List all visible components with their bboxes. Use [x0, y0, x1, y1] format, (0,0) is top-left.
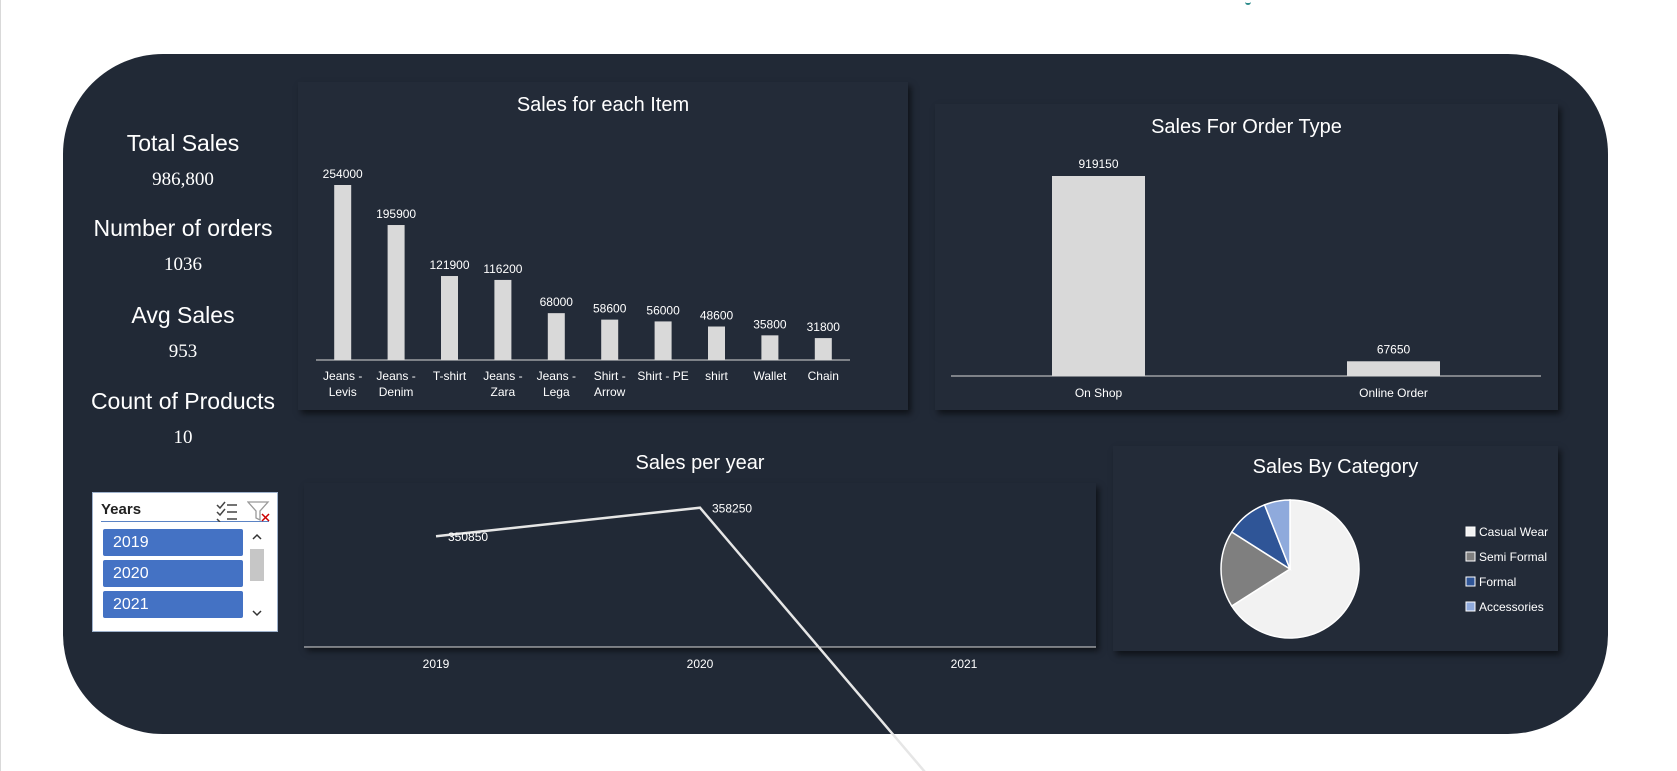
data-label: 56000: [646, 303, 680, 317]
x-tick-label: Shirt - PE: [637, 369, 688, 383]
kpi-label: Total Sales: [126, 130, 240, 156]
bar: [1052, 176, 1145, 376]
x-tick-label: Online Order: [1359, 386, 1428, 400]
slicer-item-2021[interactable]: 2021: [103, 591, 243, 618]
data-label: 31800: [807, 320, 841, 334]
series-line: [435, 506, 926, 771]
x-tick-label: Chain: [808, 369, 839, 383]
multi-select-icon[interactable]: [215, 500, 239, 522]
data-label: 358250: [712, 502, 752, 516]
sales-by-category-chart: Sales By Category Casual Wear Semi Formal…: [1113, 446, 1558, 651]
x-tick-label: Jeans -: [323, 369, 362, 383]
data-label: 121900: [429, 258, 469, 272]
legend-label: Accessories: [1479, 600, 1544, 614]
kpi-label: Number of orders: [93, 215, 273, 241]
x-tick-label: Denim: [379, 385, 414, 399]
x-tick-label: shirt: [705, 369, 728, 383]
x-tick-label: Zara: [491, 385, 516, 399]
data-label: 116200: [483, 262, 522, 276]
data-label: 68000: [540, 295, 574, 309]
x-tick-label: 2020: [687, 657, 714, 671]
legend-label: Casual Wear: [1479, 525, 1548, 539]
kpi-number-of-orders: Number of orders 1036: [78, 215, 288, 276]
x-tick-label: Wallet: [753, 369, 787, 383]
sales-by-item-chart: Sales for each Item 254000 Jeans - Levis 19…: [298, 82, 908, 410]
x-tick-label: Lega: [543, 385, 570, 399]
data-label: 919150: [1078, 157, 1118, 171]
years-slicer[interactable]: Years 2019 2020 2021: [92, 492, 278, 632]
legend-label: Semi Formal: [1479, 550, 1547, 564]
page-edge: [0, 0, 1, 771]
x-tick-label: 2019: [423, 657, 450, 671]
bar: [334, 185, 352, 360]
cell-marker: [1245, 0, 1251, 5]
bar: [601, 319, 619, 360]
bar: [494, 279, 512, 360]
sales-by-order-type-svg: 919150 On Shop 67650 Online Order: [951, 157, 1541, 400]
kpi-count-of-products: Count of Products 10: [78, 388, 288, 449]
bar: [708, 326, 725, 360]
sales-by-category-svg: Casual Wear Semi Formal Formal Accessories: [1220, 499, 1548, 639]
sales-per-year-svg: 350850201935825020202777002021: [304, 502, 1096, 771]
bar: [441, 276, 458, 360]
kpi-total-sales: Total Sales 986,800: [78, 130, 288, 191]
pie-slice: [1230, 499, 1360, 639]
x-tick-label: Arrow: [594, 385, 626, 399]
chart-title: Sales for each Item: [516, 94, 690, 116]
scroll-down-icon[interactable]: [248, 605, 266, 621]
slicer-title: Years: [101, 501, 142, 518]
data-label: 195900: [376, 207, 416, 221]
data-label: 254000: [323, 167, 363, 181]
scroll-thumb[interactable]: [250, 549, 264, 581]
sales-by-order-type-chart: Sales For Order Type 919150 On Shop 67650 O…: [935, 104, 1558, 410]
bar: [814, 338, 832, 360]
bar: [654, 321, 672, 360]
legend-swatch: [1465, 526, 1476, 537]
legend-label: Formal: [1479, 575, 1516, 589]
x-tick-label: On Shop: [1075, 386, 1123, 400]
chart-title: Sales For Order Type: [1151, 116, 1342, 138]
x-tick-label: 2021: [951, 657, 978, 671]
x-tick-label: Jeans -: [483, 369, 522, 383]
kpi-avg-sales: Avg Sales 953: [78, 302, 288, 363]
bar: [547, 313, 565, 360]
data-label: 58600: [593, 302, 627, 316]
pie-slice: [1263, 499, 1291, 570]
bar: [1347, 361, 1440, 376]
kpi-value: 1036: [164, 254, 202, 275]
kpi-value: 986,800: [152, 169, 214, 190]
kpi-value: 10: [173, 427, 193, 448]
clear-filter-icon[interactable]: [247, 500, 271, 522]
chart-title: Sales By Category: [1252, 456, 1419, 478]
data-label: 350850: [448, 530, 488, 544]
sales-by-item-svg: 254000 Jeans - Levis 195900 Jeans - Denim 1219…: [316, 167, 850, 399]
bar: [761, 335, 779, 360]
x-tick-label: Jeans -: [537, 369, 576, 383]
kpi-value: 953: [168, 341, 198, 362]
slicer-scrollbar[interactable]: [248, 529, 266, 621]
kpi-label: Avg Sales: [131, 302, 235, 328]
data-label: 67650: [1377, 342, 1411, 356]
x-tick-label: Jeans -: [376, 369, 415, 383]
x-tick-label: Shirt -: [594, 369, 626, 383]
pie-slice: [1220, 530, 1292, 608]
legend-swatch: [1465, 576, 1476, 587]
scroll-up-icon[interactable]: [248, 529, 266, 545]
legend-swatch: [1465, 551, 1476, 562]
legend-swatch: [1465, 601, 1476, 612]
slicer-header: Years: [101, 499, 271, 522]
x-tick-label: T-shirt: [433, 369, 467, 383]
slicer-item-2020[interactable]: 2020: [103, 560, 243, 587]
kpi-label: Count of Products: [90, 388, 276, 414]
chart-title: Sales per year: [635, 452, 765, 474]
data-label: 35800: [753, 317, 787, 331]
sales-per-year-chart: 350850201935825020202777002021: [304, 483, 1096, 771]
data-label: 48600: [700, 309, 734, 323]
x-tick-label: Levis: [329, 385, 357, 399]
bar: [387, 225, 405, 360]
slicer-item-2019[interactable]: 2019: [103, 529, 243, 556]
